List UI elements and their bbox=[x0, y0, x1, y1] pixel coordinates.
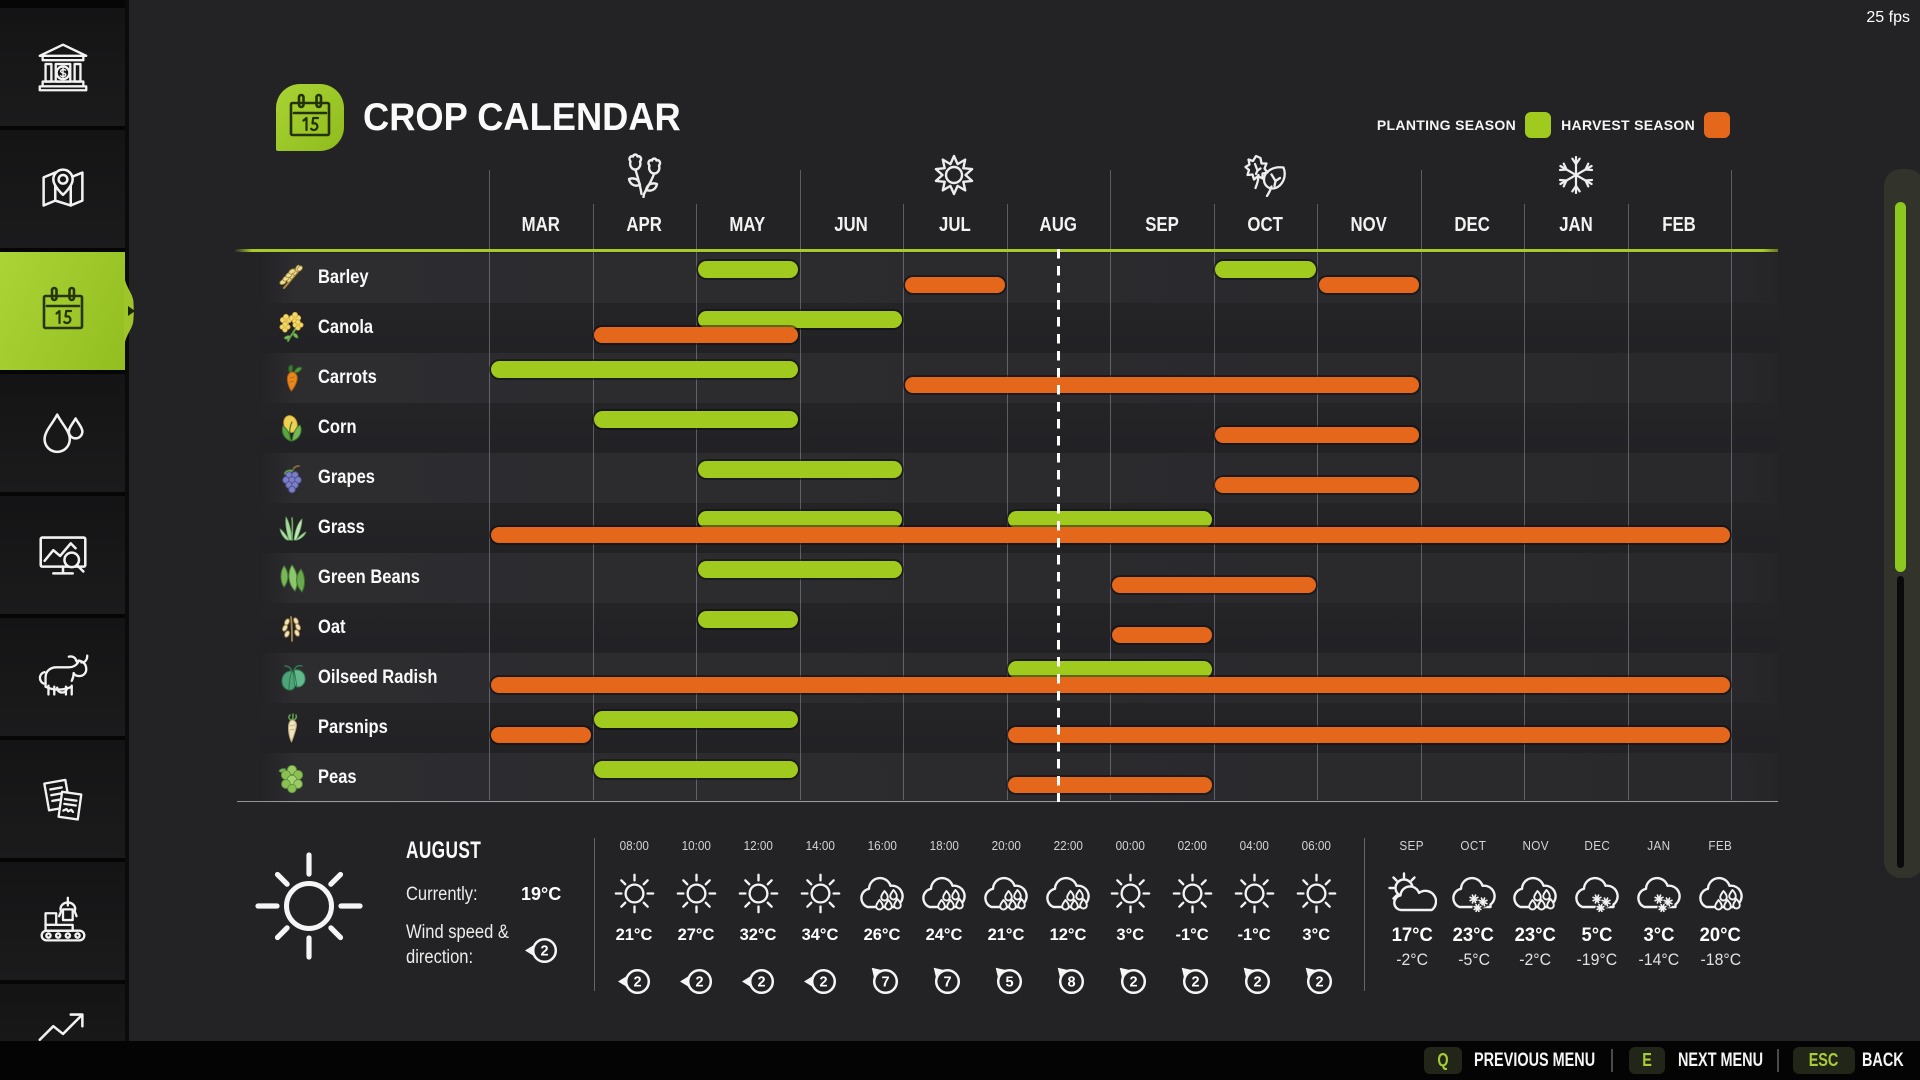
svg-text:7: 7 bbox=[881, 975, 889, 991]
svg-text:2: 2 bbox=[1315, 975, 1323, 991]
svg-text:2: 2 bbox=[1191, 975, 1199, 991]
svg-text:2: 2 bbox=[540, 944, 548, 960]
svg-text:7: 7 bbox=[943, 975, 951, 991]
svg-text:2: 2 bbox=[695, 975, 703, 991]
svg-text:2: 2 bbox=[1253, 975, 1261, 991]
svg-text:2: 2 bbox=[633, 975, 641, 991]
svg-text:5: 5 bbox=[1005, 975, 1013, 991]
svg-text:2: 2 bbox=[819, 975, 827, 991]
svg-text:2: 2 bbox=[1129, 975, 1137, 991]
svg-text:2: 2 bbox=[757, 975, 765, 991]
svg-text:8: 8 bbox=[1067, 975, 1075, 991]
